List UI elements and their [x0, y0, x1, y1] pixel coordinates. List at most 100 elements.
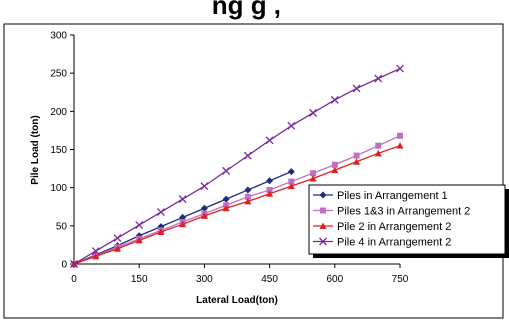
data-point — [331, 166, 339, 174]
x-tick-label: 750 — [392, 274, 409, 285]
legend-entry: Piles in Arrangement 1 — [313, 190, 448, 202]
legend-box — [308, 184, 506, 255]
data-point — [135, 236, 143, 244]
data-point — [92, 252, 100, 260]
data-point — [244, 193, 251, 200]
data-point — [266, 190, 274, 197]
data-point-stroke — [309, 108, 318, 117]
data-point — [396, 142, 404, 149]
x-tick-label: 450 — [261, 274, 278, 285]
data-point — [287, 121, 296, 130]
y-tick-label: 200 — [50, 107, 67, 118]
data-point — [375, 142, 382, 149]
x-tick-label: 0 — [71, 274, 77, 285]
data-point-stroke — [265, 136, 274, 145]
data-point — [157, 228, 165, 235]
data-point-stroke — [319, 237, 327, 246]
data-point — [265, 136, 274, 145]
data-point — [397, 132, 403, 139]
data-point — [320, 207, 326, 214]
data-point — [319, 237, 327, 246]
data-point — [374, 149, 382, 157]
series-line — [73, 135, 401, 265]
data-point — [70, 260, 78, 268]
data-point-stroke — [330, 95, 339, 104]
data-point — [352, 84, 361, 93]
data-point — [135, 221, 144, 230]
data-point — [222, 195, 230, 203]
data-point — [309, 108, 318, 117]
legend: Piles in Arrangement 1 Piles 1&3 in Arran… — [308, 184, 509, 258]
data-point-stroke — [222, 166, 231, 175]
data-point-stroke — [374, 74, 383, 83]
data-point — [310, 170, 317, 177]
series-line — [73, 145, 401, 265]
data-point-stroke — [178, 195, 187, 204]
y-tick-label: 150 — [50, 145, 67, 156]
data-point — [222, 166, 231, 175]
data-point — [179, 220, 187, 228]
data-point — [309, 175, 317, 182]
x-tick-label: 600 — [326, 274, 343, 285]
data-point — [243, 151, 252, 160]
ticks: 0 50 100 150 200 250 300 0 150 300 450 600 750 — [50, 31, 408, 286]
data-point — [331, 161, 338, 168]
y-tick-label: 0 — [61, 260, 67, 271]
data-point — [244, 186, 252, 194]
data-point-stroke — [352, 84, 361, 93]
data-point-stroke — [113, 234, 122, 243]
data-point — [287, 168, 295, 176]
series — [70, 64, 404, 268]
data-point — [200, 182, 209, 191]
data-point — [266, 186, 273, 193]
data-point — [222, 204, 230, 212]
y-tick-label: 100 — [50, 183, 67, 194]
data-point — [244, 197, 252, 205]
legend-entry: Piles 1&3 in Arrangement 2 — [313, 206, 470, 218]
data-point — [353, 158, 361, 165]
data-point — [319, 191, 327, 199]
x-tick-label: 300 — [196, 274, 213, 285]
data-point — [353, 152, 360, 159]
legend-label: Pile 4 in Arrangement 2 — [337, 237, 451, 249]
legend-label: Pile 2 in Arrangement 2 — [337, 221, 451, 233]
data-point — [374, 74, 383, 83]
data-point — [396, 64, 404, 73]
data-point-stroke — [156, 208, 165, 217]
data-point-stroke — [135, 221, 144, 230]
chart-frame — [3, 23, 504, 319]
legend-label: Piles 1&3 in Arrangement 2 — [337, 206, 470, 218]
data-point-stroke — [200, 182, 209, 191]
legend-label: Piles in Arrangement 1 — [337, 190, 448, 202]
data-point-stroke — [70, 260, 78, 268]
data-point — [319, 222, 327, 229]
series-layer — [70, 64, 404, 268]
data-point-stroke — [243, 151, 252, 160]
data-point-stroke — [91, 247, 100, 255]
x-axis-label: Lateral Load(ton) — [196, 295, 278, 306]
data-point-stroke — [396, 64, 404, 73]
data-point — [200, 212, 208, 219]
y-tick-label: 300 — [50, 31, 67, 42]
data-point — [156, 208, 165, 217]
legend-entry: Pile 2 in Arrangement 2 — [313, 221, 451, 233]
legend-entry: Pile 4 in Arrangement 2 — [313, 237, 451, 249]
data-point — [287, 182, 295, 190]
data-point — [266, 177, 274, 185]
data-point — [113, 245, 121, 252]
series-line — [73, 67, 401, 265]
y-tick-label: 50 — [56, 221, 68, 232]
data-point — [178, 195, 187, 204]
y-axis-label: Pile Load (ton) — [30, 115, 41, 184]
data-point — [330, 95, 339, 104]
data-point — [200, 204, 208, 212]
y-tick-label: 250 — [50, 69, 67, 80]
data-point — [91, 247, 100, 255]
data-point-stroke — [287, 121, 296, 130]
data-point — [113, 234, 122, 243]
x-tick-label: 150 — [131, 274, 148, 285]
data-point — [288, 178, 295, 185]
cropped-header-text: ng g , — [212, 0, 289, 20]
